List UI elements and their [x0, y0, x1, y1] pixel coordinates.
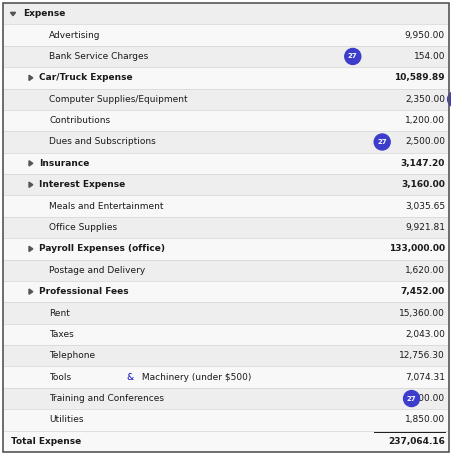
Text: 2,500.00: 2,500.00: [404, 137, 444, 147]
Bar: [3, 388, 448, 409]
Bar: [3, 259, 448, 281]
Text: &: &: [126, 373, 133, 382]
Text: 3,160.00: 3,160.00: [400, 180, 444, 189]
Text: 3,035.65: 3,035.65: [404, 202, 444, 211]
Text: Machinery (under $500): Machinery (under $500): [139, 373, 251, 382]
Text: 2,350.00: 2,350.00: [404, 95, 444, 104]
Text: Advertising: Advertising: [49, 30, 100, 40]
Bar: [3, 25, 448, 46]
Text: 9,950.00: 9,950.00: [404, 30, 444, 40]
Text: 1,850.00: 1,850.00: [404, 415, 444, 425]
Text: 2,043.00: 2,043.00: [404, 330, 444, 339]
Text: 27: 27: [406, 395, 415, 402]
Text: Interest Expense: Interest Expense: [39, 180, 125, 189]
Text: Postage and Delivery: Postage and Delivery: [49, 266, 145, 275]
Text: Training and Conferences: Training and Conferences: [49, 394, 164, 403]
Bar: [3, 46, 448, 67]
Text: 237,064.16: 237,064.16: [387, 437, 444, 446]
Bar: [3, 324, 448, 345]
Circle shape: [373, 134, 389, 150]
Polygon shape: [29, 246, 33, 252]
Polygon shape: [29, 161, 33, 166]
Text: 9,900.00: 9,900.00: [404, 394, 444, 403]
Bar: [3, 196, 448, 217]
Text: Dues and Subscriptions: Dues and Subscriptions: [49, 137, 156, 147]
Text: Tools: Tools: [49, 373, 74, 382]
Bar: [3, 153, 448, 174]
Text: 27: 27: [347, 53, 357, 60]
Polygon shape: [10, 12, 16, 16]
Circle shape: [446, 91, 451, 107]
Text: 9,921.81: 9,921.81: [404, 223, 444, 232]
Text: Total Expense: Total Expense: [11, 437, 81, 446]
Text: Telephone: Telephone: [49, 351, 95, 360]
Bar: [3, 430, 448, 452]
Text: 10,589.89: 10,589.89: [394, 73, 444, 82]
Bar: [3, 366, 448, 388]
Bar: [3, 409, 448, 430]
Bar: [3, 89, 448, 110]
Circle shape: [403, 390, 419, 407]
Text: 1,200.00: 1,200.00: [404, 116, 444, 125]
Text: Meals and Entertainment: Meals and Entertainment: [49, 202, 163, 211]
Circle shape: [344, 48, 360, 65]
Text: Rent: Rent: [49, 308, 70, 318]
Bar: [3, 281, 448, 302]
Text: Expense: Expense: [23, 9, 65, 18]
Text: 7,452.00: 7,452.00: [400, 287, 444, 296]
Text: Taxes: Taxes: [49, 330, 74, 339]
Text: Insurance: Insurance: [39, 159, 89, 168]
Polygon shape: [29, 289, 33, 294]
Text: Contributions: Contributions: [49, 116, 110, 125]
Text: Car/Truck Expense: Car/Truck Expense: [39, 73, 132, 82]
Bar: [3, 174, 448, 196]
Bar: [3, 131, 448, 153]
Polygon shape: [29, 182, 33, 187]
Text: 1,620.00: 1,620.00: [404, 266, 444, 275]
Bar: [3, 302, 448, 324]
Text: 133,000.00: 133,000.00: [388, 244, 444, 253]
Text: 27: 27: [450, 96, 451, 102]
Text: Computer Supplies/Equipment: Computer Supplies/Equipment: [49, 95, 187, 104]
Text: 3,147.20: 3,147.20: [400, 159, 444, 168]
Text: 12,756.30: 12,756.30: [398, 351, 444, 360]
Bar: [3, 238, 448, 259]
Bar: [3, 3, 448, 25]
Text: 27: 27: [377, 139, 386, 145]
Text: Payroll Expenses (office): Payroll Expenses (office): [39, 244, 165, 253]
Bar: [3, 110, 448, 131]
Text: 7,074.31: 7,074.31: [404, 373, 444, 382]
Bar: [3, 345, 448, 366]
Text: Utilities: Utilities: [49, 415, 83, 425]
Text: Bank Service Charges: Bank Service Charges: [49, 52, 148, 61]
Text: 15,360.00: 15,360.00: [398, 308, 444, 318]
Bar: [3, 67, 448, 89]
Polygon shape: [29, 75, 33, 81]
Text: 154.00: 154.00: [413, 52, 444, 61]
Bar: [3, 217, 448, 238]
Text: Office Supplies: Office Supplies: [49, 223, 117, 232]
Text: Professional Fees: Professional Fees: [39, 287, 129, 296]
